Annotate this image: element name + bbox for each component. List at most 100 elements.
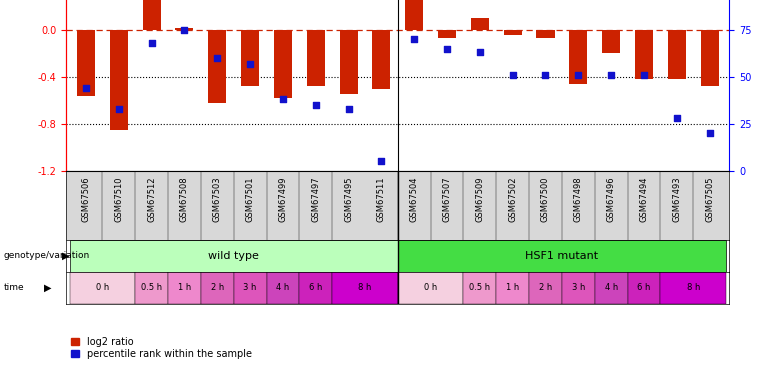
Point — [277, 96, 289, 102]
Bar — [201, 272, 234, 304]
Bar — [267, 272, 300, 304]
Text: GSM67503: GSM67503 — [213, 176, 222, 222]
Text: HSF1 mutant: HSF1 mutant — [526, 251, 598, 261]
Bar — [398, 272, 463, 304]
Bar — [504, 30, 522, 35]
Text: 2 h: 2 h — [539, 284, 552, 292]
Text: GSM67504: GSM67504 — [410, 176, 419, 222]
Bar — [300, 272, 332, 304]
Bar — [463, 272, 496, 304]
Bar — [496, 272, 529, 304]
Point — [145, 40, 158, 46]
Point — [408, 36, 420, 42]
Text: 3 h: 3 h — [243, 284, 257, 292]
Text: ▶: ▶ — [62, 251, 69, 261]
Text: GSM67507: GSM67507 — [442, 176, 452, 222]
Text: GSM67512: GSM67512 — [147, 176, 156, 222]
Text: wild type: wild type — [208, 251, 259, 261]
Bar — [562, 272, 594, 304]
Text: 6 h: 6 h — [637, 284, 651, 292]
Text: 0.5 h: 0.5 h — [141, 284, 162, 292]
Bar — [332, 272, 398, 304]
Text: time: time — [4, 284, 24, 292]
Point — [178, 27, 190, 33]
Text: 8 h: 8 h — [686, 284, 700, 292]
Text: GSM67495: GSM67495 — [344, 176, 353, 222]
Bar — [569, 30, 587, 84]
Text: 0 h: 0 h — [424, 284, 438, 292]
Text: GSM67506: GSM67506 — [81, 176, 90, 222]
Text: 2 h: 2 h — [211, 284, 224, 292]
Point — [112, 106, 125, 112]
Bar — [372, 30, 391, 88]
Text: GSM67497: GSM67497 — [311, 176, 321, 222]
Text: 6 h: 6 h — [309, 284, 322, 292]
Bar — [700, 30, 718, 86]
Point — [704, 130, 716, 136]
Bar — [69, 240, 398, 272]
Legend: log2 ratio, percentile rank within the sample: log2 ratio, percentile rank within the s… — [71, 337, 252, 359]
Bar — [241, 30, 259, 86]
Bar — [339, 30, 357, 94]
Bar — [405, 0, 424, 30]
Point — [244, 61, 257, 67]
Text: 0.5 h: 0.5 h — [470, 284, 491, 292]
Text: 3 h: 3 h — [572, 284, 585, 292]
Point — [375, 158, 388, 164]
Bar — [208, 30, 226, 103]
Bar — [398, 240, 726, 272]
Bar — [594, 272, 628, 304]
Text: 4 h: 4 h — [604, 284, 618, 292]
Bar — [77, 30, 95, 96]
Text: GSM67502: GSM67502 — [509, 176, 517, 222]
Bar — [628, 272, 661, 304]
Bar — [110, 30, 128, 130]
Bar — [234, 272, 267, 304]
Bar — [143, 0, 161, 30]
Bar — [668, 30, 686, 79]
Text: 4 h: 4 h — [276, 284, 289, 292]
Text: GSM67510: GSM67510 — [115, 176, 123, 222]
Text: GSM67498: GSM67498 — [574, 176, 583, 222]
Text: GSM67496: GSM67496 — [607, 176, 615, 222]
Text: GSM67493: GSM67493 — [672, 176, 681, 222]
Point — [506, 72, 519, 78]
Text: genotype/variation: genotype/variation — [4, 251, 90, 260]
Text: 0 h: 0 h — [96, 284, 109, 292]
Bar — [529, 272, 562, 304]
Text: GSM67501: GSM67501 — [246, 176, 254, 222]
Text: 1 h: 1 h — [506, 284, 519, 292]
Point — [572, 72, 584, 78]
Text: 1 h: 1 h — [178, 284, 191, 292]
Text: GSM67511: GSM67511 — [377, 176, 386, 222]
Point — [342, 106, 355, 112]
Bar — [471, 18, 489, 30]
Point — [80, 85, 92, 91]
Bar — [274, 30, 292, 98]
Point — [671, 115, 683, 121]
Bar — [176, 28, 193, 30]
Point — [441, 46, 453, 52]
Bar — [135, 272, 168, 304]
Text: GSM67500: GSM67500 — [541, 176, 550, 222]
Text: GSM67499: GSM67499 — [278, 176, 287, 222]
Text: GSM67494: GSM67494 — [640, 176, 648, 222]
Bar — [537, 30, 555, 38]
Bar — [635, 30, 653, 79]
Bar — [602, 30, 620, 54]
Point — [539, 72, 551, 78]
Text: GSM67505: GSM67505 — [705, 176, 714, 222]
Point — [310, 102, 322, 108]
Bar — [661, 272, 726, 304]
Text: GSM67509: GSM67509 — [475, 176, 484, 222]
Text: GSM67508: GSM67508 — [180, 176, 189, 222]
Text: 8 h: 8 h — [358, 284, 371, 292]
Point — [473, 50, 486, 55]
Bar — [168, 272, 201, 304]
Point — [211, 55, 224, 61]
Bar — [438, 30, 456, 38]
Point — [605, 72, 618, 78]
Text: ▶: ▶ — [44, 283, 52, 293]
Bar — [307, 30, 324, 86]
Bar — [69, 272, 135, 304]
